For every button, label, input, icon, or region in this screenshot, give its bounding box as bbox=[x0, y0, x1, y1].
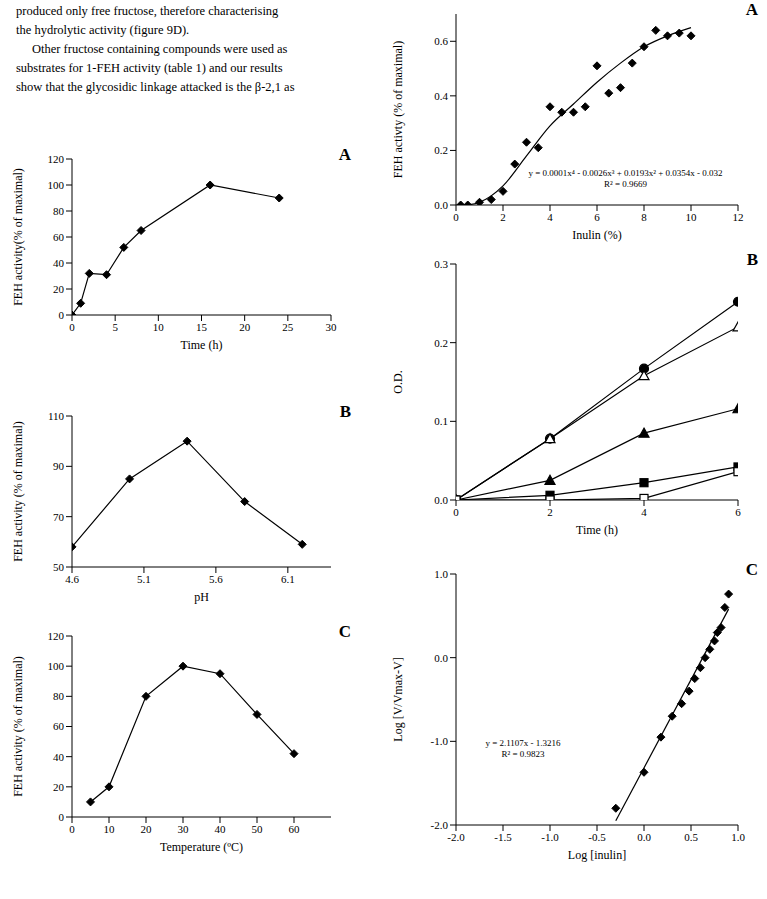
svg-text:60: 60 bbox=[53, 231, 65, 243]
svg-text:0.1: 0.1 bbox=[434, 415, 448, 427]
svg-text:-0.5: -0.5 bbox=[588, 831, 606, 843]
svg-text:6: 6 bbox=[735, 506, 741, 518]
html-text:B: B bbox=[746, 250, 758, 269]
svg-text:15: 15 bbox=[196, 321, 208, 333]
svg-text:4: 4 bbox=[547, 211, 553, 223]
svg-text:1.0: 1.0 bbox=[731, 831, 745, 843]
svg-text:5.6: 5.6 bbox=[209, 573, 223, 585]
svg-text:0: 0 bbox=[59, 309, 65, 321]
svg-text:10: 10 bbox=[104, 823, 116, 835]
svg-text:0.0: 0.0 bbox=[434, 652, 448, 664]
svg-text:40: 40 bbox=[215, 823, 227, 835]
html-text:B: B bbox=[339, 402, 351, 421]
html-text:C: C bbox=[338, 622, 351, 641]
svg-text:4: 4 bbox=[641, 506, 647, 518]
svg-text:0.2: 0.2 bbox=[434, 337, 448, 349]
html-text:produced only free fructose, t: produced only free fructose, therefore c… bbox=[16, 4, 279, 18]
svg-text:20: 20 bbox=[53, 283, 65, 295]
svg-text:40: 40 bbox=[53, 257, 65, 269]
svg-text:70: 70 bbox=[53, 511, 65, 523]
html-text:Other fructose containing comp: Other fructose containing compounds were… bbox=[32, 42, 288, 56]
svg-text:100: 100 bbox=[48, 179, 65, 191]
svg-text:0.2: 0.2 bbox=[434, 144, 448, 156]
svg-text:Time (h): Time (h) bbox=[576, 523, 618, 537]
svg-text:0.0: 0.0 bbox=[637, 831, 651, 843]
svg-text:5.1: 5.1 bbox=[137, 573, 151, 585]
svg-text:Time (h): Time (h) bbox=[181, 338, 223, 352]
svg-text:-1.5: -1.5 bbox=[494, 831, 512, 843]
html-text:R² = 0.9823: R² = 0.9823 bbox=[501, 749, 545, 759]
html-text:show that the glycosidic linka: show that the glycosidic linkage attacke… bbox=[16, 80, 295, 94]
svg-text:8: 8 bbox=[641, 211, 647, 223]
svg-text:6.1: 6.1 bbox=[281, 573, 295, 585]
svg-text:50: 50 bbox=[53, 561, 65, 573]
svg-text:120: 120 bbox=[48, 153, 65, 165]
svg-text:-2.0: -2.0 bbox=[447, 831, 465, 843]
svg-text:5: 5 bbox=[112, 321, 118, 333]
svg-text:0.6: 0.6 bbox=[434, 35, 448, 47]
svg-text:100: 100 bbox=[48, 660, 65, 672]
svg-text:20: 20 bbox=[141, 823, 153, 835]
svg-text:80: 80 bbox=[53, 690, 65, 702]
svg-text:0: 0 bbox=[59, 811, 65, 823]
svg-text:40: 40 bbox=[53, 751, 65, 763]
svg-text:-2.0: -2.0 bbox=[431, 819, 449, 831]
svg-text:0: 0 bbox=[453, 506, 459, 518]
svg-text:Log [inulin]: Log [inulin] bbox=[568, 848, 626, 862]
svg-text:50: 50 bbox=[252, 823, 264, 835]
svg-text:O.D.: O.D. bbox=[391, 370, 405, 393]
svg-text:30: 30 bbox=[178, 823, 190, 835]
svg-text:-1.0: -1.0 bbox=[431, 735, 449, 747]
svg-text:0: 0 bbox=[453, 211, 459, 223]
html-text:R² = 0.9669: R² = 0.9669 bbox=[604, 179, 647, 189]
svg-text:110: 110 bbox=[48, 410, 65, 422]
svg-text:25: 25 bbox=[282, 321, 294, 333]
svg-text:1.0: 1.0 bbox=[434, 568, 448, 580]
svg-text:10: 10 bbox=[153, 321, 165, 333]
html-text:substrates for 1-FEH activity: substrates for 1-FEH activity (table 1) … bbox=[16, 61, 283, 75]
svg-text:FEH activty (% of maximal): FEH activty (% of maximal) bbox=[391, 41, 405, 178]
html-text:A: A bbox=[745, 0, 758, 19]
svg-text:Temperature (ºC): Temperature (ºC) bbox=[160, 840, 243, 854]
svg-text:0: 0 bbox=[69, 823, 75, 835]
html-text:A: A bbox=[338, 145, 351, 164]
svg-text:0: 0 bbox=[69, 321, 75, 333]
svg-text:0.0: 0.0 bbox=[434, 494, 448, 506]
svg-text:FEH activity(% of maximal): FEH activity(% of maximal) bbox=[11, 168, 25, 306]
svg-text:60: 60 bbox=[53, 720, 65, 732]
svg-text:80: 80 bbox=[53, 205, 65, 217]
svg-text:FEH activity (% of maximal): FEH activity (% of maximal) bbox=[11, 421, 25, 562]
html-text:y = 2.1107x - 1.3216: y = 2.1107x - 1.3216 bbox=[485, 738, 561, 748]
svg-text:0.4: 0.4 bbox=[434, 90, 448, 102]
svg-text:90: 90 bbox=[53, 460, 65, 472]
svg-text:pH: pH bbox=[194, 590, 209, 604]
svg-text:2: 2 bbox=[547, 506, 553, 518]
svg-text:20: 20 bbox=[239, 321, 251, 333]
svg-text:10: 10 bbox=[686, 211, 698, 223]
svg-text:0.3: 0.3 bbox=[434, 258, 448, 270]
html-text:C: C bbox=[745, 560, 758, 579]
svg-text:2: 2 bbox=[500, 211, 506, 223]
svg-text:20: 20 bbox=[53, 781, 65, 793]
svg-text:Log [V/Vmax-V]: Log [V/Vmax-V] bbox=[391, 657, 405, 741]
svg-text:12: 12 bbox=[733, 211, 744, 223]
html-text:y = 0.0001x⁴ - 0.0026x³ + 0.01: y = 0.0001x⁴ - 0.0026x³ + 0.0193x² + 0.0… bbox=[528, 168, 723, 178]
svg-text:6: 6 bbox=[594, 211, 600, 223]
svg-text:-1.0: -1.0 bbox=[541, 831, 559, 843]
svg-text:30: 30 bbox=[326, 321, 338, 333]
svg-text:Inulin (%): Inulin (%) bbox=[572, 228, 622, 242]
svg-text:4.6: 4.6 bbox=[65, 573, 79, 585]
svg-text:0.0: 0.0 bbox=[434, 199, 448, 211]
svg-text:120: 120 bbox=[48, 630, 65, 642]
svg-text:60: 60 bbox=[289, 823, 301, 835]
html-text:the hydrolytic activity (figur: the hydrolytic activity (figure 9D). bbox=[16, 23, 190, 37]
svg-text:FEH activity (% of maximal): FEH activity (% of maximal) bbox=[11, 656, 25, 797]
svg-text:0.5: 0.5 bbox=[684, 831, 698, 843]
